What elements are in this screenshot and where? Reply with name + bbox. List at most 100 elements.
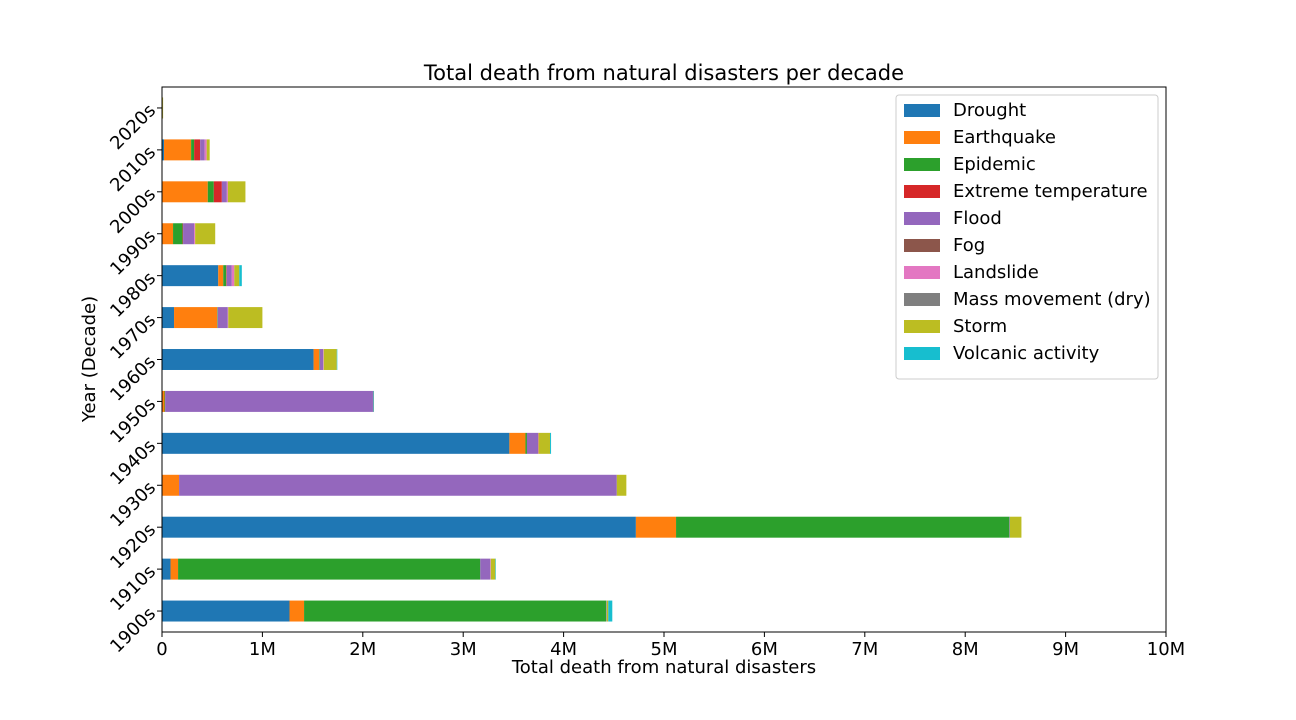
y-tick-label: 1940s [106,436,160,490]
bar-2000s-extreme-temperature [213,181,222,203]
x-tick-label: 3M [450,639,477,660]
x-tick-label: 9M [1052,639,1079,660]
bar-1980s-earthquake [218,265,224,287]
bar-1920s-flood [1009,516,1010,538]
bar-1970s-landslide [227,307,229,329]
bar-1950s-earthquake [162,390,165,412]
bar-2000s-epidemic [207,181,214,203]
y-tick-label: 1990s [106,226,160,280]
bar-1960s-volcanic-activity [336,349,338,370]
bar-1950s-epidemic [164,390,166,412]
bar-1970s-earthquake [174,307,218,329]
x-tick-label: 8M [952,639,979,660]
bar-2010s-extreme-temperature [194,139,201,161]
bar-1910s-epidemic [178,558,481,580]
legend-swatch-flood [904,212,940,225]
bar-1960s-earthquake [313,349,320,370]
y-tick-label: 1930s [106,477,160,531]
y-tick-label: 2010s [106,142,160,196]
legend-frame [895,94,1159,380]
y-tick-label: 2000s [106,184,160,238]
legend-label-extreme-temperature: Extreme temperature [953,181,1148,202]
bar-1990s-epidemic [173,223,183,245]
bar-1970s-epidemic [217,307,218,329]
x-tick-label: 0 [156,639,167,660]
y-axis: 1900s1910s1920s1930s1940s1950s1960s1970s… [106,100,162,657]
legend-label-epidemic: Epidemic [953,154,1036,175]
bar-1950s-volcanic-activity [373,390,374,412]
bars-group [162,97,1022,622]
bar-1920s-epidemic [676,516,1010,538]
x-tick-label: 4M [550,639,577,660]
x-tick-label: 5M [651,639,678,660]
bar-1960s-storm [323,349,337,370]
legend-swatch-extreme-temperature [904,185,940,198]
bar-2000s-earthquake [162,181,208,203]
legend-label-storm: Storm [953,316,1007,337]
bar-1980s-extreme-temperature [226,265,227,287]
bar-1990s-storm [195,223,216,245]
bar-2010s-storm [206,139,210,161]
legend-swatch-volcanic-activity [904,347,940,360]
x-axis: 0 1M 2M 3M 4M 5M 6M 7M 8M 9M 10M [156,632,1185,660]
x-tick-label: 6M [751,639,778,660]
y-tick-label: 1970s [106,310,160,364]
bar-1960s-flood [319,349,324,370]
bar-1960s-drought [162,349,314,370]
x-axis-label: Total death from natural disasters [511,657,816,678]
legend-label-earthquake: Earthquake [953,127,1056,148]
x-tick-label: 1M [249,639,276,660]
bar-1960s-landslide [323,349,324,370]
legend-label-landslide: Landslide [953,262,1039,283]
bar-1900s-drought [162,600,290,622]
chart-title: Total death from natural disasters per d… [423,61,904,85]
bar-1980s-storm [234,265,240,287]
bar-1940s-drought [162,432,510,454]
legend-swatch-epidemic [904,158,940,171]
x-tick-label: 7M [851,639,878,660]
bar-2000s-flood [221,181,227,203]
bar-1940s-flood [526,432,538,454]
bar-1900s-volcanic-activity [608,600,613,622]
bar-1980s-volcanic-activity [239,265,242,287]
bar-1980s-flood [226,265,232,287]
bar-1970s-storm [228,307,263,329]
y-axis-label: Year (Decade) [79,296,100,423]
y-tick-label: 1910s [106,561,160,615]
bar-1930s-flood [179,474,617,496]
bar-1990s-earthquake [162,223,174,245]
legend-label-drought: Drought [953,100,1026,121]
bar-2000s-landslide [226,181,228,203]
bar-1920s-storm [1009,516,1022,538]
bar-1910s-volcanic-activity [495,558,496,580]
x-tick-label: 10M [1147,639,1185,660]
legend-swatch-earthquake [904,131,940,144]
bar-1940s-earthquake [509,432,526,454]
bar-1940s-landslide [537,432,539,454]
bar-2010s-landslide [204,139,207,161]
bar-1940s-storm [538,432,551,454]
bar-2020s-storm [162,97,164,119]
bar-1990s-extreme-temperature [182,223,184,245]
bar-2010s-epidemic [191,139,195,161]
bar-1940s-volcanic-activity [550,432,552,454]
bar-2000s-storm [227,181,246,203]
bar-1980s-epidemic [223,265,227,287]
bar-1920s-drought [162,516,636,538]
legend: Drought Earthquake Epidemic Extreme tempera… [895,94,1159,380]
bar-1990s-flood [183,223,195,245]
legend-label-flood: Flood [953,208,1002,229]
bar-1960s-epidemic [319,349,320,370]
legend-swatch-storm [904,320,940,333]
bar-1900s-earthquake [289,600,305,622]
bar-1970s-drought [162,307,175,329]
bar-1980s-landslide [231,265,235,287]
bar-1990s-landslide [194,223,196,245]
bar-1920s-earthquake [635,516,677,538]
legend-label-volcanic-activity: Volcanic activity [953,343,1100,364]
bar-1900s-epidemic [304,600,607,622]
y-tick-label: 1980s [106,268,160,322]
bar-2010s-earthquake [164,139,192,161]
bar-1910s-earthquake [170,558,179,580]
